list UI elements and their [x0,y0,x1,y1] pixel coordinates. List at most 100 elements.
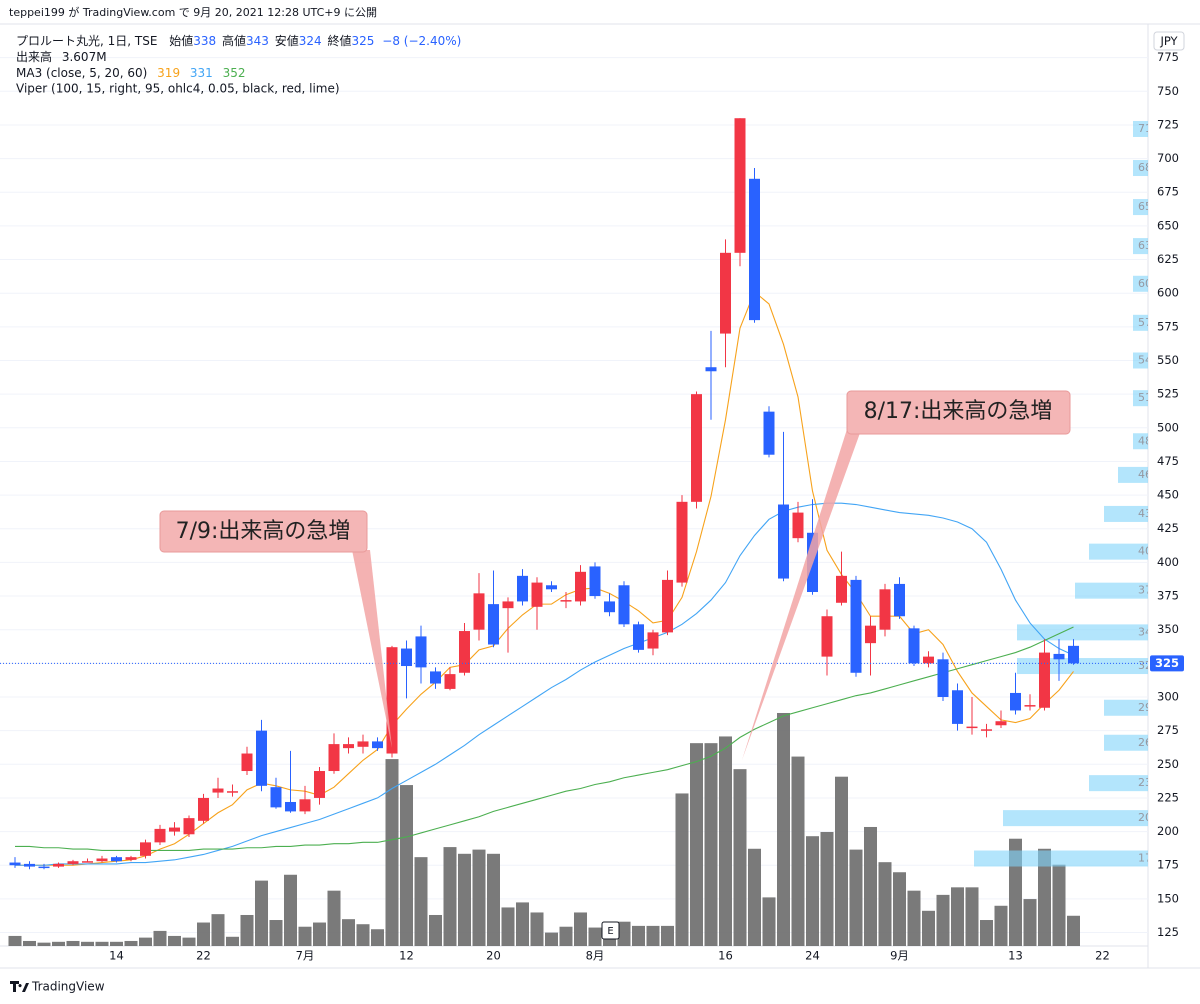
ma-value: 352 [223,66,246,80]
candle-body [328,744,340,772]
logo-icon [10,981,29,992]
candle-body [966,726,978,729]
candle-body [459,631,470,673]
y-tick-label: 450 [1157,488,1179,502]
y-tick-label: 675 [1157,185,1179,199]
x-tick-label: 9月 [890,949,909,963]
annotation-box [159,510,368,553]
currency-box [1153,31,1185,51]
profile-row [1089,775,1148,792]
candle-body [343,744,354,749]
y-tick-label: 475 [1157,454,1179,468]
candle-body [850,579,862,673]
candle-body [256,730,267,786]
profile-row [1133,160,1148,177]
candle-body [299,799,311,812]
y-tick-label: 350 [1157,622,1179,636]
volume-bar [588,927,602,946]
ohlc-name: 始値 [169,33,193,48]
legend: プロルート丸光, 1日, TSE 始値338 高値343 安値324 終値325… [16,33,461,96]
candle-body [227,791,238,793]
high-value: 343 [246,34,269,48]
volume-bar [23,940,36,946]
y-tick-label: 750 [1157,84,1179,98]
volume-bar [661,925,674,946]
candle-body [836,575,847,603]
volume-bar [153,930,167,946]
symbol-line: プロルート丸光, 1日, TSE 始値338 高値343 安値324 終値325… [16,33,461,48]
ma-value: 331 [190,66,213,80]
last-price-badge [1150,655,1184,672]
candle-body [82,861,93,863]
candle-body [734,118,746,253]
volume-bar [182,937,196,946]
y-tick-label: 275 [1157,723,1179,737]
volume-bar [168,935,181,946]
profile-row [1017,658,1148,675]
footer-brand: TradingView [31,980,105,994]
candle-body [386,647,398,754]
candle-body [618,585,630,625]
volume-bar [1067,915,1080,946]
candle-body [1039,652,1050,708]
volume-bar [342,919,355,946]
profile-label: 26 [1138,736,1152,749]
change: −8 (−2.40%) [382,34,461,48]
profile-label: 32 [1138,659,1152,672]
candle-body [1010,692,1021,711]
ma-value: 319 [157,66,180,80]
x-tick-label: 22 [196,949,211,963]
y-tick-label: 775 [1157,50,1179,64]
candle-body [821,616,833,657]
volume-bar [748,848,761,946]
profile-row [1133,352,1148,369]
viper-line: Viper (100, 15, right, 95, ohlc4, 0.05, … [16,82,340,96]
volume-bar [226,936,239,946]
candle-body [662,579,673,633]
candle-body [778,504,789,579]
candle-body [285,801,296,812]
volume-bar [298,926,312,946]
profile-label: 48 [1138,434,1152,447]
volume-bar [327,890,341,946]
ma-layer [15,290,1074,866]
candle-body [894,583,905,617]
volume-bar [849,849,863,946]
volume-bar [733,769,747,946]
profile-row [1118,466,1148,483]
volume-bar [835,776,848,946]
volume-bar [124,940,138,946]
event-box [601,921,620,940]
volume-bar [1023,899,1037,946]
candle-body [1024,705,1036,707]
candle-body [691,394,702,502]
y-tick-label: 525 [1157,387,1179,401]
profile-row [1133,390,1148,407]
candle-body [444,674,456,689]
candle-body [1053,653,1065,660]
candle-body [647,632,659,649]
volume-bar [414,857,428,946]
open-value: 338 [193,34,216,48]
profile-label: 29 [1138,701,1152,714]
volume-bar [994,905,1008,946]
candle-body [502,601,514,609]
candle-body [560,600,572,602]
volume-bar [1052,864,1066,946]
candle-body [1068,645,1079,664]
event-label: E [607,926,613,937]
candle-layer [0,118,1148,870]
candle-body [676,501,688,583]
candle-body [270,787,282,808]
y-tick-label: 550 [1157,353,1179,367]
volume-bar [52,941,65,946]
candle-body [908,628,920,664]
candle-body [67,861,79,864]
ma-line: MA3 (close, 5, 20, 60) 319 331 352 [16,66,246,80]
volume-bar [255,880,268,946]
volume-bar [936,894,950,946]
volume-bar [806,836,819,946]
profile-label: 20 [1138,811,1152,824]
volume-name: 出来高 [16,49,52,64]
profile-row [1104,734,1148,751]
